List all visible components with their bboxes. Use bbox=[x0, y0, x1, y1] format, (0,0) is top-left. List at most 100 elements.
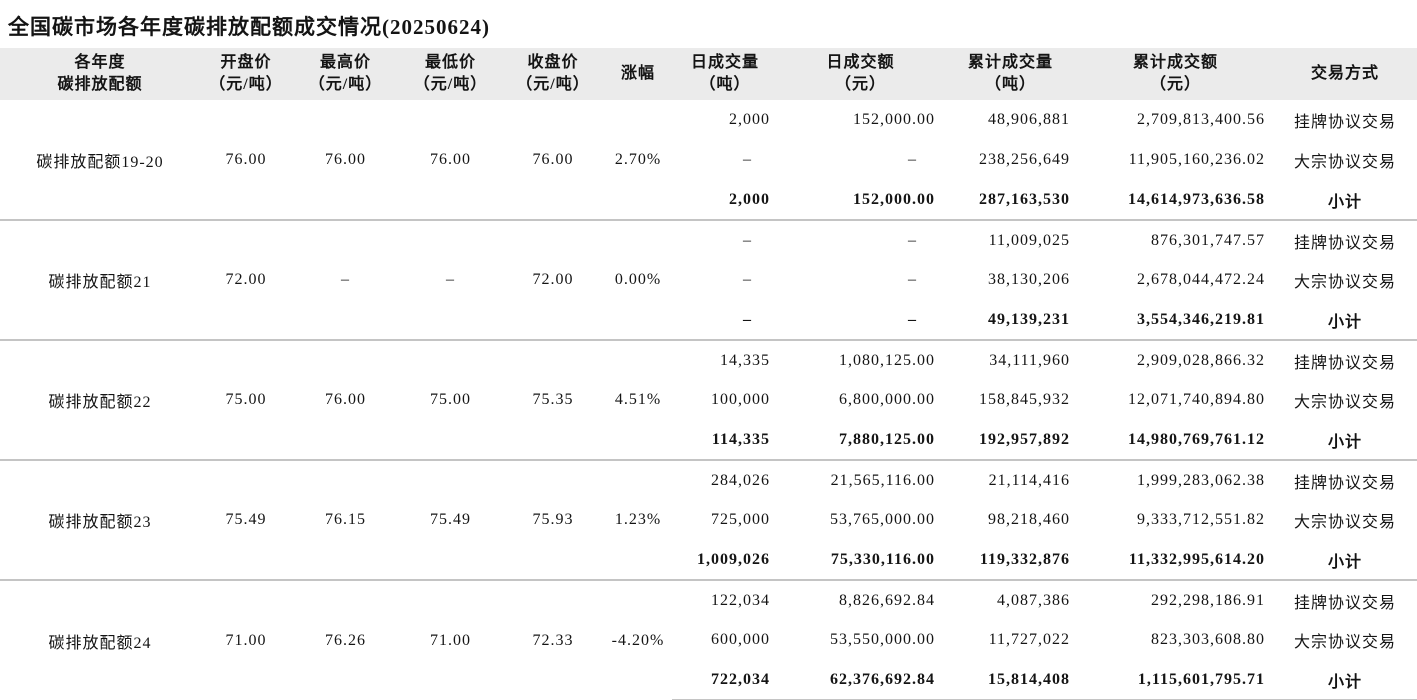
table-row: 碳排放配额24 71.00 76.26 71.00 72.33 -4.20% 122,034… bbox=[0, 579, 1417, 700]
open-price: 72.00 bbox=[200, 219, 292, 340]
change-pct: 2.70% bbox=[614, 150, 662, 168]
table-row: 碳排放配额22 75.00 76.00 75.00 75.35 4.51% 14,335 1,… bbox=[0, 339, 1417, 460]
header-line2: （元/吨） bbox=[413, 76, 488, 93]
daily-volume-cell: 2,000 bbox=[729, 190, 770, 208]
high-price: 76.26 bbox=[292, 579, 399, 700]
cumulative-amount-cell: 2,709,813,400.56 bbox=[1137, 111, 1265, 128]
cumulative-volume-cell: 119,332,876 bbox=[979, 550, 1070, 568]
col-header-close-price: 收盘价 （元/吨） bbox=[502, 48, 604, 100]
open-price: 71.00 bbox=[200, 579, 292, 700]
header-line2: （元/吨） bbox=[209, 76, 283, 93]
daily-volume-cell: 100,000 bbox=[711, 391, 770, 408]
table-row: 725,000 53,765,000.00 98,218,460 9,333,712,… bbox=[0, 500, 1417, 540]
col-header-daily-volume: 日成交量 （吨） bbox=[672, 48, 778, 100]
daily-volume-cell: – bbox=[743, 271, 752, 288]
col-header-annual-allowance: 各年度 碳排放配额 bbox=[0, 48, 200, 100]
daily-amount-cell: 8,826,692.84 bbox=[778, 579, 943, 620]
low-price: 75.00 bbox=[399, 339, 502, 460]
cumulative-volume-cell: 11,727,022 bbox=[988, 631, 1070, 648]
daily-amount-cell: – bbox=[908, 151, 917, 168]
daily-amount-cell: 75,330,116.00 bbox=[830, 550, 935, 568]
daily-volume-cell: 114,335 bbox=[711, 430, 770, 448]
page-title: 全国碳市场各年度碳排放配额成交情况(20250624) bbox=[8, 15, 490, 39]
cumulative-volume-cell: 38,130,206 bbox=[988, 271, 1070, 288]
col-header-cumulative-volume: 累计成交量 （吨） bbox=[943, 48, 1078, 100]
subtotal-row: – – 49,139,231 3,554,346,219.81 小计 bbox=[0, 300, 1417, 340]
header-line2: 碳排放配额 bbox=[57, 76, 143, 93]
change-pct: 4.51% bbox=[604, 339, 672, 460]
close-price: 75.35 bbox=[502, 339, 604, 460]
subtotal-row: 2,000 152,000.00 287,163,530 14,614,973,636… bbox=[0, 180, 1417, 220]
trade-method-cell: 大宗协议交易 bbox=[1293, 634, 1396, 651]
cumulative-amount-cell: 292,298,186.91 bbox=[1078, 579, 1273, 620]
table-row: 100,000 6,800,000.00 158,845,932 12,071,740… bbox=[0, 380, 1417, 420]
daily-volume-cell: – bbox=[743, 310, 752, 328]
daily-amount-cell: 21,565,116.00 bbox=[778, 459, 943, 500]
header-line1: 各年度 bbox=[74, 54, 126, 72]
header-line1: 涨幅 bbox=[620, 65, 655, 83]
cumulative-amount-cell: 11,332,995,614.20 bbox=[1128, 550, 1265, 568]
header-line1: 累计成交量 bbox=[967, 54, 1053, 72]
cumulative-volume-cell: 287,163,530 bbox=[979, 190, 1070, 208]
daily-amount-cell: – bbox=[908, 271, 917, 288]
trade-method-cell: 小计 bbox=[1327, 313, 1362, 331]
daily-amount-cell: 152,000.00 bbox=[853, 111, 935, 128]
cumulative-amount-cell: 3,554,346,219.81 bbox=[1137, 310, 1265, 328]
allowance-name: 碳排放配额21 bbox=[0, 219, 200, 340]
header-line1: 交易方式 bbox=[1310, 65, 1379, 83]
allowance-name: 碳排放配额22 bbox=[0, 339, 200, 460]
daily-volume-cell: 725,000 bbox=[711, 511, 770, 528]
daily-volume-cell: 722,034 bbox=[672, 660, 778, 700]
low-price: 76.00 bbox=[430, 150, 471, 168]
header-line1: 累计成交额 bbox=[1132, 54, 1218, 72]
cumulative-amount-cell: 14,980,769,761.12 bbox=[1128, 430, 1265, 448]
cumulative-amount-cell: 1,115,601,795.71 bbox=[1078, 660, 1273, 700]
cumulative-amount-cell: 823,303,608.80 bbox=[1151, 631, 1265, 648]
daily-amount-cell: – bbox=[908, 310, 917, 328]
cumulative-volume-cell: 98,218,460 bbox=[988, 511, 1070, 528]
close-price: 75.93 bbox=[502, 459, 604, 580]
daily-volume-cell: – bbox=[743, 151, 752, 168]
table-header-row: 各年度 碳排放配额 开盘价 （元/吨） 最高价 （元/吨） 最低价 （元/吨） … bbox=[0, 48, 1417, 100]
trade-method-cell: 小计 bbox=[1327, 553, 1362, 571]
open-price: 75.49 bbox=[200, 459, 292, 580]
daily-amount-cell: 6,800,000.00 bbox=[839, 391, 935, 408]
cumulative-amount-cell: 14,614,973,636.58 bbox=[1128, 190, 1265, 208]
subtotal-row: 114,335 7,880,125.00 192,957,892 14,980,769… bbox=[0, 420, 1417, 460]
col-header-daily-amount: 日成交额 （元） bbox=[778, 48, 943, 100]
table-row: 600,000 53,550,000.00 11,727,022 823,303,60… bbox=[0, 620, 1417, 660]
col-header-high-price: 最高价 （元/吨） bbox=[292, 48, 399, 100]
table-row: 碳排放配额21 72.00– –72.00 0.00% – –11,009,025 876,… bbox=[0, 219, 1417, 340]
cumulative-amount-cell: 876,301,747.57 bbox=[1078, 219, 1273, 260]
close-price: 72.00 bbox=[502, 219, 604, 340]
col-header-cumulative-amount: 累计成交额 （元） bbox=[1078, 48, 1273, 100]
subtotal-row: 722,034 62,376,692.84 15,814,408 1,115,601,… bbox=[0, 660, 1417, 700]
header-line2: （吨） bbox=[984, 76, 1036, 93]
daily-volume-cell: 284,026 bbox=[672, 459, 778, 500]
col-header-trade-method: 交易方式 bbox=[1273, 48, 1417, 100]
daily-amount-cell: – bbox=[778, 219, 943, 260]
trade-method-cell: 小计 bbox=[1327, 193, 1362, 211]
col-header-change-pct: 涨幅 bbox=[604, 48, 672, 100]
table-row: 碳排放配额19-20 76.00 76.00 76.00 76.00 2.70% 2,000… bbox=[0, 100, 1417, 171]
daily-volume-cell: 2,000 bbox=[729, 111, 770, 128]
data-table: 各年度 碳排放配额 开盘价 （元/吨） 最高价 （元/吨） 最低价 （元/吨） … bbox=[0, 48, 1417, 700]
cumulative-volume-cell: 21,114,416 bbox=[943, 459, 1078, 500]
daily-volume-cell: 14,335 bbox=[672, 339, 778, 380]
daily-amount-cell: 7,880,125.00 bbox=[839, 430, 935, 448]
cumulative-amount-cell: 1,999,283,062.38 bbox=[1078, 459, 1273, 500]
trade-method-cell: 大宗协议交易 bbox=[1293, 394, 1396, 411]
daily-amount-cell: 152,000.00 bbox=[853, 190, 935, 208]
daily-volume-cell: – bbox=[672, 219, 778, 260]
high-price: 76.15 bbox=[292, 459, 399, 580]
header-line2: （元） bbox=[834, 76, 886, 93]
cumulative-volume-cell: 158,845,932 bbox=[979, 391, 1070, 408]
low-price: – bbox=[399, 219, 502, 340]
header-line1: 最高价 bbox=[319, 54, 371, 72]
cumulative-volume-cell: 4,087,386 bbox=[943, 579, 1078, 620]
trade-method-cell: 挂牌协议交易 bbox=[1293, 114, 1396, 131]
header-line2: （元） bbox=[1149, 76, 1201, 93]
cumulative-amount-cell: 11,905,160,236.02 bbox=[1128, 151, 1265, 168]
cumulative-volume-cell: 15,814,408 bbox=[943, 660, 1078, 700]
daily-amount-cell: 53,550,000.00 bbox=[830, 631, 935, 648]
